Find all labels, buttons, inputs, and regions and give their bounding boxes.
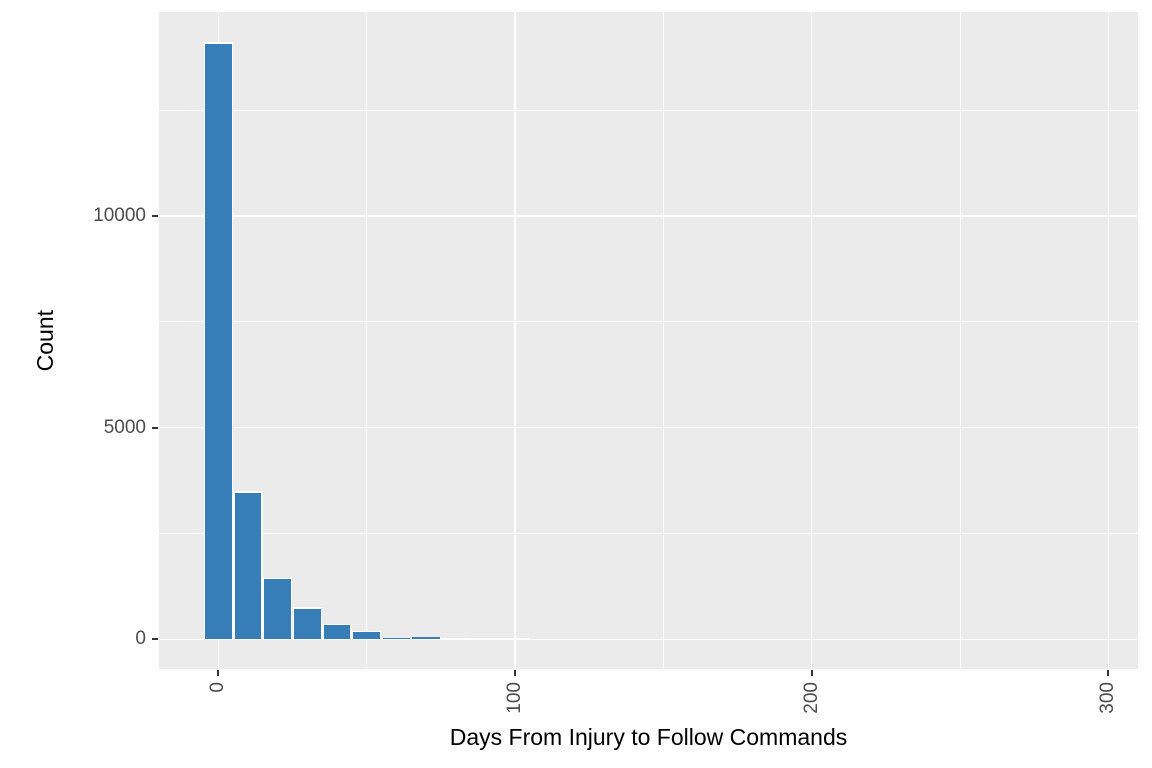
y-axis-title: Count <box>32 310 58 372</box>
histogram-bar <box>292 607 323 640</box>
x-tick-mark <box>217 670 220 676</box>
histogram-bar <box>470 638 501 640</box>
minor-gridline-x <box>959 12 961 669</box>
y-tick-label: 5000 <box>103 416 146 438</box>
x-tick-label: 200 <box>800 682 822 714</box>
histogram-bar <box>203 42 234 640</box>
histogram-bar <box>440 638 471 640</box>
y-tick-mark <box>152 426 158 429</box>
y-tick-mark <box>152 215 158 218</box>
histogram-bar <box>381 637 412 640</box>
histogram-bar-fill <box>353 632 380 640</box>
chart-panel <box>159 12 1138 669</box>
minor-gridline-y <box>159 109 1138 111</box>
x-tick-mark <box>514 670 516 676</box>
major-gridline-x <box>810 12 813 669</box>
minor-gridline-y <box>159 321 1138 323</box>
x-tick-label: 100 <box>504 682 525 714</box>
major-gridline-x <box>1107 12 1110 669</box>
x-tick-mark <box>810 670 813 676</box>
major-gridline-y <box>159 426 1138 429</box>
x-tick-label: 300 <box>1097 682 1119 714</box>
histogram-bar <box>351 630 382 640</box>
minor-gridline-y <box>159 533 1138 534</box>
minor-gridline-x <box>366 12 368 669</box>
minor-gridline-x <box>662 12 664 669</box>
histogram-bar <box>322 623 352 640</box>
major-gridline-y <box>159 638 1138 641</box>
x-axis-title: Days From Injury to Follow Commands <box>449 724 848 750</box>
major-gridline-y <box>159 215 1138 217</box>
histogram-bar-fill <box>294 608 321 640</box>
histogram-bar <box>262 577 293 640</box>
histogram-bar-fill <box>234 492 262 640</box>
y-tick-label: 0 <box>135 628 146 650</box>
x-tick-label: 0 <box>207 682 229 693</box>
histogram-bar <box>411 637 441 640</box>
y-tick-mark <box>152 638 158 641</box>
major-gridline-x <box>514 12 516 669</box>
histogram-bar-fill <box>264 579 291 640</box>
histogram-bar <box>500 638 530 640</box>
histogram-bar-fill <box>323 625 351 640</box>
y-tick-label: 10000 <box>93 205 146 227</box>
histogram-bar-fill <box>205 43 232 640</box>
histogram-bar <box>233 491 263 640</box>
x-tick-mark <box>1107 670 1110 676</box>
